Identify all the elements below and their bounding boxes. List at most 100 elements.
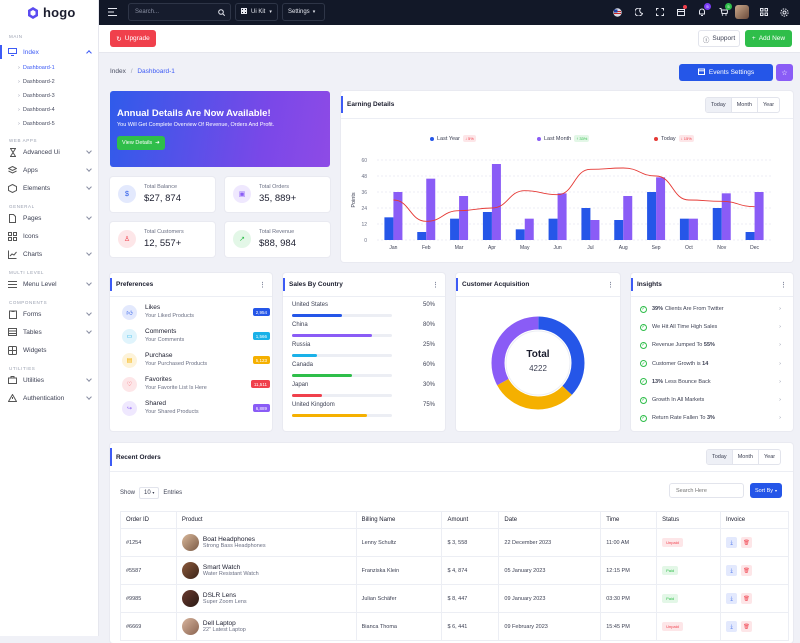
add-new-button[interactable]: +Add New — [745, 30, 792, 47]
download-icon[interactable]: ⤓ — [726, 621, 737, 632]
bar-last-month[interactable] — [722, 193, 731, 240]
events-settings-button[interactable]: Events Settings — [679, 64, 773, 81]
sidebar-sub-dashboard-1[interactable]: Dashboard-1 — [0, 61, 98, 75]
bar-last-month[interactable] — [656, 177, 665, 240]
bar-last-year[interactable] — [549, 219, 558, 240]
cart-icon[interactable]: 5 — [718, 7, 728, 17]
delete-icon[interactable]: 🗑︎ — [741, 537, 752, 548]
calendar-icon[interactable] — [676, 7, 686, 17]
more-icon[interactable]: ⋮ — [780, 281, 787, 289]
bar-last-month[interactable] — [459, 196, 468, 240]
sidebar-sub-dashboard-2[interactable]: Dashboard-2 — [0, 75, 98, 89]
tab-year[interactable]: Year — [758, 98, 779, 112]
sidebar-item-icons[interactable]: Icons — [0, 227, 98, 245]
bar-last-year[interactable] — [713, 208, 722, 240]
bar-last-year[interactable] — [384, 217, 393, 240]
download-icon[interactable]: ⤓ — [726, 565, 737, 576]
logo[interactable]: hogo — [0, 0, 98, 25]
bar-last-year[interactable] — [417, 232, 426, 240]
bar-last-year[interactable] — [483, 212, 492, 240]
favorite-button[interactable]: ☆ — [776, 64, 793, 81]
user-avatar[interactable] — [735, 5, 749, 19]
sidebar-item-menu-level[interactable]: Menu Level — [0, 275, 98, 293]
sidebar-item-widgets[interactable]: Widgets — [0, 341, 98, 359]
sidebar-item-authentication[interactable]: Authentication — [0, 389, 98, 407]
flag-icon[interactable] — [612, 7, 622, 17]
sidebar-item-tables[interactable]: Tables — [0, 323, 98, 341]
download-icon[interactable]: ⤓ — [726, 593, 737, 604]
insight-row[interactable]: ✓13%Less Bounce Back› — [640, 373, 783, 391]
view-details-button[interactable]: View Details➜ — [117, 136, 165, 150]
sidebar-sub-dashboard-5[interactable]: Dashboard-5 — [0, 117, 98, 131]
sidebar-item-elements[interactable]: Elements — [0, 179, 98, 197]
bar-last-month[interactable] — [525, 219, 534, 240]
tab-month[interactable]: Month — [733, 450, 759, 464]
insight-row[interactable]: ✓Return Rate Fallen To 3%› — [640, 409, 783, 427]
delete-icon[interactable]: 🗑︎ — [741, 621, 752, 632]
sidebar-item-index[interactable]: Index — [0, 43, 98, 61]
insight-row[interactable]: ✓Growth In All Markets› — [640, 391, 783, 409]
entries-select[interactable]: 10 ▾ — [139, 487, 159, 499]
sidebar-item-charts[interactable]: Charts — [0, 245, 98, 263]
moon-icon[interactable] — [634, 7, 644, 17]
upgrade-button[interactable]: ↻Upgrade — [110, 30, 156, 47]
bar-last-month[interactable] — [755, 192, 764, 240]
sidebar-sub-dashboard-4[interactable]: Dashboard-4 — [0, 103, 98, 117]
bar-last-year[interactable] — [647, 192, 656, 240]
insight-row[interactable]: ✓Revenue Jumped To 55%› — [640, 336, 783, 354]
tab-today[interactable]: Today — [706, 98, 732, 112]
sidebar-item-advanced-ui[interactable]: Advanced Ui — [0, 143, 98, 161]
bar-last-month[interactable] — [590, 220, 599, 240]
sidebar-item-utilities[interactable]: Utilities — [0, 371, 98, 389]
menu-toggle-icon[interactable] — [108, 8, 117, 18]
apps-grid-icon[interactable] — [759, 7, 769, 17]
bar-last-month[interactable] — [558, 193, 567, 240]
bell-icon[interactable]: 5 — [697, 7, 707, 17]
search-input[interactable]: Search... — [128, 3, 231, 21]
gear-icon[interactable] — [779, 7, 789, 17]
bar-last-year[interactable] — [581, 208, 590, 240]
sort-by-button[interactable]: Sort By▾ — [750, 483, 782, 498]
sidebar-item-apps[interactable]: Apps — [0, 161, 98, 179]
bar-last-month[interactable] — [623, 196, 632, 240]
uikit-dropdown[interactable]: Ui Kit ▾ — [235, 3, 278, 21]
bar-last-year[interactable] — [450, 219, 459, 240]
insight-row[interactable]: ✓We Hit All Time High Sales› — [640, 318, 783, 336]
bar-last-month[interactable] — [393, 192, 402, 240]
insight-row[interactable]: ✓Customer Growth is 14› — [640, 355, 783, 373]
sidebar-item-forms[interactable]: Forms — [0, 305, 98, 323]
delete-icon[interactable]: 🗑︎ — [741, 565, 752, 576]
insight-row[interactable]: ✓39%Clients Are From Twitter› — [640, 300, 783, 318]
settings-dropdown[interactable]: Settings ▾ — [282, 3, 325, 21]
fullscreen-icon[interactable] — [655, 7, 665, 17]
breadcrumb-root[interactable]: Index — [110, 68, 126, 75]
tab-month[interactable]: Month — [732, 98, 758, 112]
more-icon[interactable]: ⋮ — [259, 281, 266, 289]
bar-last-month[interactable] — [689, 219, 698, 240]
tab-today[interactable]: Today — [707, 450, 733, 464]
sidebar-sub-dashboard-3[interactable]: Dashboard-3 — [0, 89, 98, 103]
delete-icon[interactable]: 🗑︎ — [741, 593, 752, 604]
sidebar-item-pages[interactable]: Pages — [0, 209, 98, 227]
more-icon[interactable]: ⋮ — [607, 281, 614, 289]
bar-last-year[interactable] — [516, 229, 525, 240]
more-icon[interactable]: ⋮ — [432, 281, 439, 289]
bar-last-month[interactable] — [492, 164, 501, 240]
tab-year[interactable]: Year — [759, 450, 780, 464]
bar-last-year[interactable] — [614, 220, 623, 240]
bar-last-month[interactable] — [426, 179, 435, 240]
download-icon[interactable]: ⤓ — [726, 537, 737, 548]
bar-last-year[interactable] — [680, 219, 689, 240]
orders-search-input[interactable] — [669, 483, 744, 498]
bar-last-year[interactable] — [746, 232, 755, 240]
